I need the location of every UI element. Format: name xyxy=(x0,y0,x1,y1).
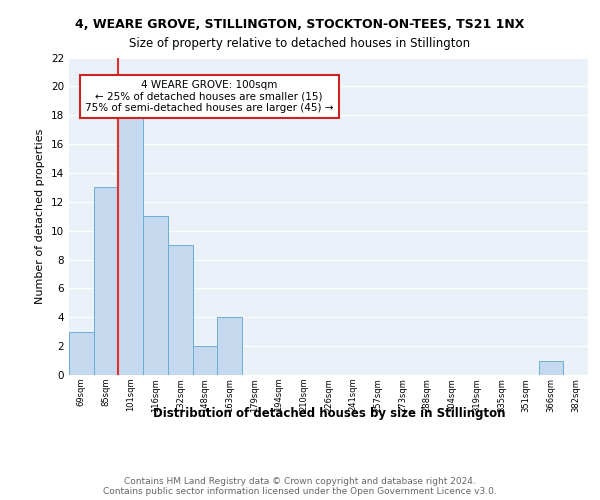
Bar xyxy=(69,332,94,375)
Bar xyxy=(143,216,168,375)
Text: 4, WEARE GROVE, STILLINGTON, STOCKTON-ON-TEES, TS21 1NX: 4, WEARE GROVE, STILLINGTON, STOCKTON-ON… xyxy=(76,18,524,30)
Text: Distribution of detached houses by size in Stillington: Distribution of detached houses by size … xyxy=(152,408,505,420)
Text: Contains HM Land Registry data © Crown copyright and database right 2024.
Contai: Contains HM Land Registry data © Crown c… xyxy=(103,476,497,496)
Bar xyxy=(94,188,118,375)
Bar xyxy=(118,115,143,375)
Bar xyxy=(193,346,217,375)
Y-axis label: Number of detached properties: Number of detached properties xyxy=(35,128,46,304)
Text: 4 WEARE GROVE: 100sqm
← 25% of detached houses are smaller (15)
75% of semi-deta: 4 WEARE GROVE: 100sqm ← 25% of detached … xyxy=(85,80,334,113)
Bar xyxy=(217,318,242,375)
Text: Size of property relative to detached houses in Stillington: Size of property relative to detached ho… xyxy=(130,38,470,51)
Bar xyxy=(539,360,563,375)
Bar xyxy=(168,245,193,375)
